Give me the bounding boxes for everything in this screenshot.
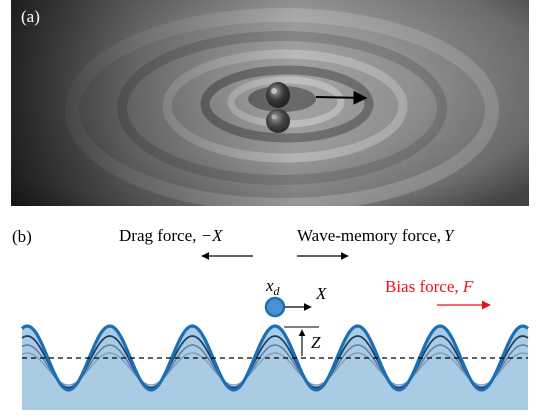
photo-direction-arrow (315, 90, 368, 105)
position-label: xd (265, 276, 281, 298)
wave-memory-force-symbol: Y (444, 226, 455, 245)
droplet-schematic (264, 296, 286, 318)
wave-fill (22, 326, 528, 410)
bias-force-label: Bias force, (385, 277, 463, 296)
drag-force-symbol: −X (201, 226, 223, 245)
panel-a-photo (11, 0, 529, 206)
position-label-main: x (265, 276, 274, 295)
wave-surface-main (21, 324, 529, 392)
wave-memory-force-text: Wave-memory force, Y (297, 226, 455, 245)
wave-memory-line-3 (21, 352, 529, 386)
drag-force-text: Drag force, −X (119, 226, 223, 245)
panel-a-label: (a) (21, 7, 40, 26)
bias-force-text: Bias force, F (385, 277, 474, 296)
wave-memory-line-1 (21, 335, 529, 389)
bias-force-symbol: F (462, 277, 474, 296)
wave-memory-force-label: Wave-memory force, (297, 226, 441, 245)
velocity-label: X (315, 284, 327, 303)
droplet-photo (266, 82, 290, 133)
panel-b-label: (b) (12, 227, 32, 246)
wave-field (21, 324, 529, 410)
position-label-sub: d (274, 284, 281, 298)
wave-memory-line-2 (21, 344, 529, 388)
height-label: Z (311, 333, 321, 352)
drag-force-label: Drag force, (119, 226, 201, 245)
